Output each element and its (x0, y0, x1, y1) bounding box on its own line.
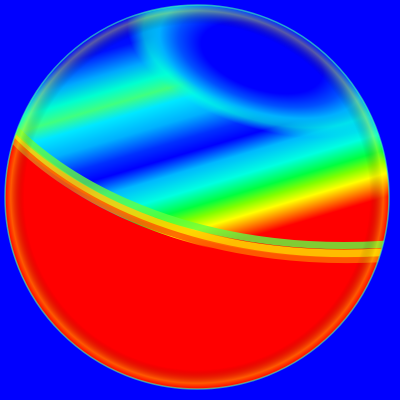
sphere-outline (4, 4, 390, 390)
